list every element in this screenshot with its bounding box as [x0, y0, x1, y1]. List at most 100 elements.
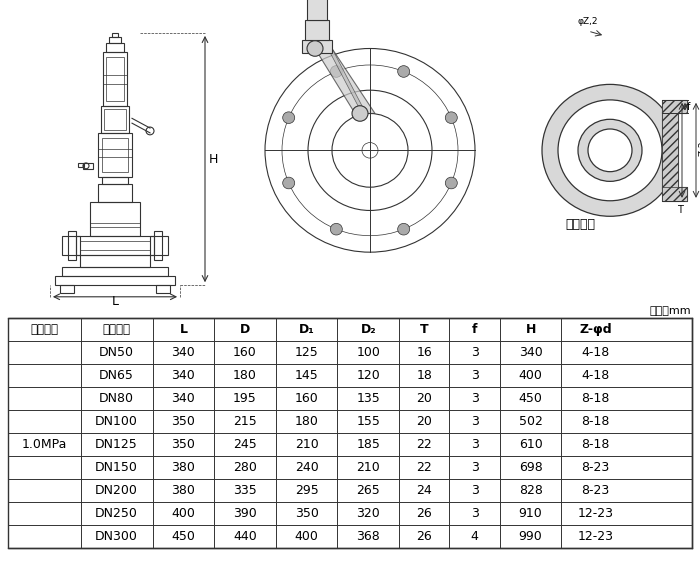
Bar	[307, 0, 327, 20]
Text: 3: 3	[470, 392, 479, 405]
Bar	[154, 231, 162, 260]
Circle shape	[445, 177, 457, 189]
Text: 3: 3	[470, 415, 479, 428]
Text: T: T	[420, 323, 428, 336]
Bar	[98, 133, 132, 176]
Text: 340: 340	[519, 346, 543, 359]
Text: 18: 18	[416, 369, 432, 382]
Text: Z-φd: Z-φd	[580, 323, 612, 336]
Text: 22: 22	[416, 461, 432, 474]
Text: 120: 120	[356, 369, 380, 382]
Text: 698: 698	[519, 461, 543, 474]
Text: 3: 3	[470, 369, 479, 382]
Text: DN150: DN150	[95, 461, 138, 474]
Text: 1.0MPa: 1.0MPa	[22, 438, 67, 451]
Circle shape	[398, 223, 410, 235]
Text: 3: 3	[470, 484, 479, 497]
Bar	[8, 318, 692, 547]
Text: 3: 3	[470, 346, 479, 359]
Text: 160: 160	[233, 346, 257, 359]
Text: 连接法兰: 连接法兰	[565, 218, 595, 231]
Bar	[68, 231, 76, 260]
Text: H: H	[526, 323, 536, 336]
Text: 20: 20	[416, 415, 432, 428]
Bar	[62, 267, 168, 277]
Text: 3: 3	[470, 461, 479, 474]
Text: f: f	[687, 102, 690, 112]
Text: 195: 195	[233, 392, 257, 405]
Text: 26: 26	[416, 529, 432, 543]
Text: T: T	[677, 206, 683, 215]
Text: 400: 400	[172, 506, 195, 520]
Text: 26: 26	[416, 506, 432, 520]
Bar	[106, 43, 124, 52]
Bar	[156, 285, 170, 293]
Circle shape	[330, 223, 342, 235]
Bar	[83, 163, 93, 169]
Bar	[305, 20, 329, 40]
Text: 180: 180	[295, 415, 318, 428]
Bar	[662, 187, 687, 201]
Text: 390: 390	[233, 506, 257, 520]
Text: H: H	[209, 152, 218, 166]
Text: 610: 610	[519, 438, 543, 451]
Text: 公称压力: 公称压力	[31, 323, 59, 336]
Text: 公称通径: 公称通径	[102, 323, 130, 336]
Text: 4-18: 4-18	[582, 346, 610, 359]
Text: 8-18: 8-18	[582, 415, 610, 428]
Text: 8-23: 8-23	[582, 484, 610, 497]
Text: 240: 240	[295, 461, 318, 474]
Text: 245: 245	[233, 438, 257, 451]
Text: 450: 450	[519, 392, 543, 405]
Text: 368: 368	[356, 529, 380, 543]
Bar	[662, 100, 687, 114]
Text: 502: 502	[519, 415, 543, 428]
Text: 440: 440	[233, 529, 257, 543]
Text: 340: 340	[172, 369, 195, 382]
Text: 380: 380	[172, 461, 195, 474]
Text: 280: 280	[233, 461, 257, 474]
Text: 350: 350	[172, 438, 195, 451]
Bar	[78, 163, 84, 167]
Text: 320: 320	[356, 506, 380, 520]
Bar	[104, 108, 126, 130]
Text: DN125: DN125	[95, 438, 138, 451]
Bar	[103, 52, 127, 106]
Text: DN50: DN50	[99, 346, 134, 359]
Text: 990: 990	[519, 529, 543, 543]
Text: DN300: DN300	[95, 529, 138, 543]
Text: 22: 22	[416, 438, 432, 451]
Circle shape	[558, 100, 662, 201]
Circle shape	[398, 66, 410, 78]
Text: 210: 210	[356, 461, 380, 474]
Text: 24: 24	[416, 484, 432, 497]
Circle shape	[283, 177, 295, 189]
Bar	[662, 100, 687, 114]
Circle shape	[283, 112, 295, 124]
Text: 3: 3	[470, 506, 479, 520]
Text: 350: 350	[172, 415, 195, 428]
Bar	[150, 235, 168, 255]
Polygon shape	[328, 48, 366, 114]
Text: φZ,2: φZ,2	[578, 17, 598, 26]
Polygon shape	[315, 48, 375, 114]
Text: 16: 16	[416, 346, 432, 359]
Bar	[90, 202, 140, 235]
Text: D₂: D₂	[360, 323, 376, 336]
Text: D: D	[240, 323, 250, 336]
Circle shape	[352, 106, 368, 121]
Text: 185: 185	[356, 438, 380, 451]
Text: 100: 100	[356, 346, 380, 359]
Text: 180: 180	[233, 369, 257, 382]
Text: DN200: DN200	[95, 484, 138, 497]
Text: 12-23: 12-23	[578, 529, 614, 543]
Bar	[76, 235, 154, 255]
Bar	[80, 241, 150, 250]
Text: 8-18: 8-18	[582, 438, 610, 451]
Text: 8-18: 8-18	[582, 392, 610, 405]
Text: DN80: DN80	[99, 392, 134, 405]
Text: 215: 215	[233, 415, 257, 428]
Text: 4-18: 4-18	[582, 369, 610, 382]
Text: 400: 400	[519, 369, 543, 382]
Text: L: L	[179, 323, 188, 336]
